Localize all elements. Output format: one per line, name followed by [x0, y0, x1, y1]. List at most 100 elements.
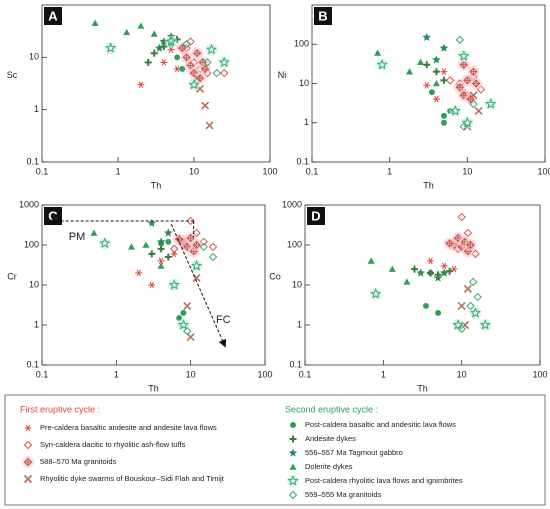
- legend-marker: [24, 424, 32, 432]
- data-point: [484, 98, 497, 111]
- marker-shape: [212, 68, 222, 78]
- x-tick-label: 10: [186, 369, 196, 379]
- marker-shape: [439, 43, 449, 52]
- marker-shape: [191, 260, 203, 271]
- marker-shape: [374, 49, 382, 56]
- legend-label: Dolerite dykes: [305, 462, 353, 471]
- data-point: [470, 77, 483, 90]
- data-point: [446, 267, 454, 275]
- data-point: [183, 326, 192, 336]
- data-point: [469, 99, 478, 109]
- data-point: [199, 237, 208, 247]
- marker-shape: [433, 273, 443, 282]
- data-point: [147, 218, 157, 227]
- marker-shape: [463, 284, 472, 293]
- marker-shape: [471, 79, 481, 88]
- marker-shape: [455, 83, 465, 92]
- data-point: [367, 257, 375, 264]
- data-point: [182, 39, 191, 49]
- data-point: [165, 35, 178, 48]
- y-tick-label: 0.1: [26, 359, 39, 369]
- y-tick-label: 0.1: [296, 156, 309, 166]
- x-tick-label: 10: [457, 369, 467, 379]
- data-point: [177, 319, 190, 331]
- data-point: [137, 22, 145, 29]
- data-point: [405, 68, 413, 75]
- marker-halo: [287, 475, 299, 487]
- marker-shape: [23, 457, 33, 467]
- marker-shape: [192, 240, 201, 250]
- data-point: [440, 119, 447, 126]
- x-tick-label: 0.1: [299, 369, 312, 379]
- marker-shape: [128, 243, 136, 250]
- x-tick-label: 0.1: [36, 166, 49, 176]
- marker-shape: [182, 53, 191, 62]
- data-point: [457, 324, 466, 334]
- marker-halo: [188, 78, 200, 91]
- marker-shape: [457, 301, 466, 310]
- y-axis-title: Cr: [7, 271, 17, 281]
- data-point: [104, 42, 117, 55]
- marker-shape: [445, 239, 454, 248]
- data-point: [422, 32, 431, 41]
- data-point: [160, 59, 168, 66]
- data-point: [432, 80, 440, 87]
- data-point: [463, 228, 473, 238]
- legend-marker: [288, 448, 298, 457]
- legend-marker: [23, 440, 33, 450]
- marker-shape: [440, 119, 447, 126]
- data-point: [449, 104, 462, 117]
- marker-shape: [186, 233, 195, 243]
- marker-shape: [23, 440, 33, 450]
- marker-shape: [199, 237, 208, 247]
- marker-shape: [474, 106, 483, 116]
- x-tick-label: 1: [114, 369, 119, 379]
- y-axis-title: Ni: [278, 70, 287, 80]
- marker-shape: [423, 61, 431, 69]
- data-point: [190, 239, 203, 251]
- marker-shape: [432, 68, 440, 76]
- data-point: [464, 239, 477, 251]
- marker-shape: [150, 49, 158, 57]
- marker-shape: [457, 212, 466, 222]
- marker-shape: [192, 48, 202, 58]
- data-point: [144, 58, 152, 66]
- y-tick-label: 10: [292, 279, 302, 289]
- data-point: [205, 121, 214, 130]
- marker-stroke: [25, 424, 31, 432]
- legend-label: Andesite dykes: [305, 434, 356, 443]
- marker-shape: [220, 68, 229, 78]
- data-point: [416, 268, 425, 277]
- data-point: [469, 306, 482, 319]
- annotation: FC: [216, 314, 231, 326]
- data-point: [203, 58, 212, 67]
- marker-shape: [176, 314, 183, 321]
- data-point: [440, 268, 449, 277]
- y-tick-label: 1000: [19, 199, 39, 209]
- marker-shape: [208, 252, 218, 262]
- legend-marker: [289, 463, 297, 470]
- data-point: [190, 259, 203, 272]
- data-point: [423, 82, 431, 89]
- marker-shape: [183, 301, 192, 310]
- marker-stroke: [138, 81, 144, 88]
- data-point: [440, 262, 448, 270]
- data-point: [176, 314, 183, 321]
- legend-label: Post-caldera basaltic and andesitic lava…: [305, 420, 456, 429]
- data-point: [155, 43, 164, 52]
- panel-label-box: [314, 7, 332, 25]
- data-point: [426, 269, 434, 277]
- marker-shape: [466, 301, 475, 311]
- data-point: [169, 244, 179, 254]
- data-point: [432, 55, 441, 64]
- panel-label: C: [48, 208, 58, 223]
- legend-label: 556–557 Ma Tagmout gabbro: [305, 448, 403, 457]
- marker-shape: [188, 78, 200, 90]
- data-point: [468, 277, 478, 287]
- data-point: [466, 301, 475, 311]
- marker-shape: [183, 242, 192, 252]
- x-tick-label: 100: [262, 166, 277, 176]
- marker-shape: [174, 54, 181, 61]
- data-point: [164, 253, 172, 261]
